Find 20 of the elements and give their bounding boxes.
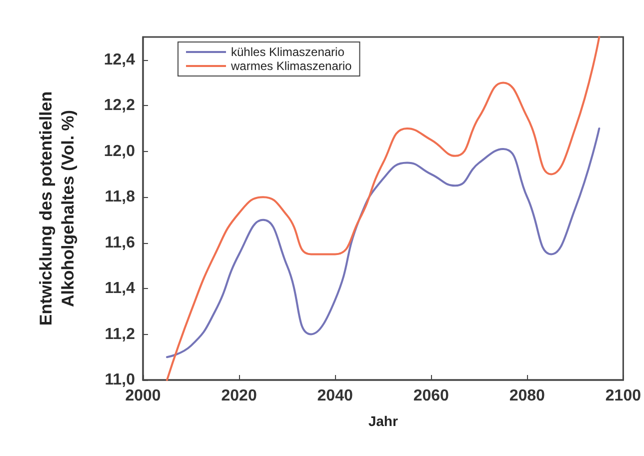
y-tick-label: 12,0 <box>104 142 136 160</box>
x-tick-label: 2020 <box>221 388 257 404</box>
x-tick-label: 2000 <box>125 388 161 404</box>
y-tick-label: 11,0 <box>104 372 136 388</box>
x-tick-label: 2100 <box>605 388 642 404</box>
legend-label: kühles Klimaszenario <box>231 45 345 59</box>
line-series <box>166 127 600 358</box>
x-axis-title: Jahr <box>368 413 398 429</box>
y-axis-title: Entwicklung des potentiellen Alkoholgehaltes (Vol. %) <box>36 91 78 326</box>
y-tick-label: 11,6 <box>104 234 136 252</box>
y-tick-label: 11,2 <box>104 326 136 343</box>
y-tick-label: 11,8 <box>104 188 136 206</box>
x-tick-label: 2060 <box>413 388 450 404</box>
y-tick-label: 12,4 <box>104 51 136 68</box>
y-tick-label: 11,4 <box>104 280 136 298</box>
x-tick-label: 2040 <box>317 388 353 404</box>
line-series <box>166 36 600 381</box>
legend-label: warmes Klimaszenario <box>230 59 352 73</box>
y-tick-label: 12,2 <box>104 97 136 114</box>
x-tick-label: 2080 <box>509 388 546 404</box>
